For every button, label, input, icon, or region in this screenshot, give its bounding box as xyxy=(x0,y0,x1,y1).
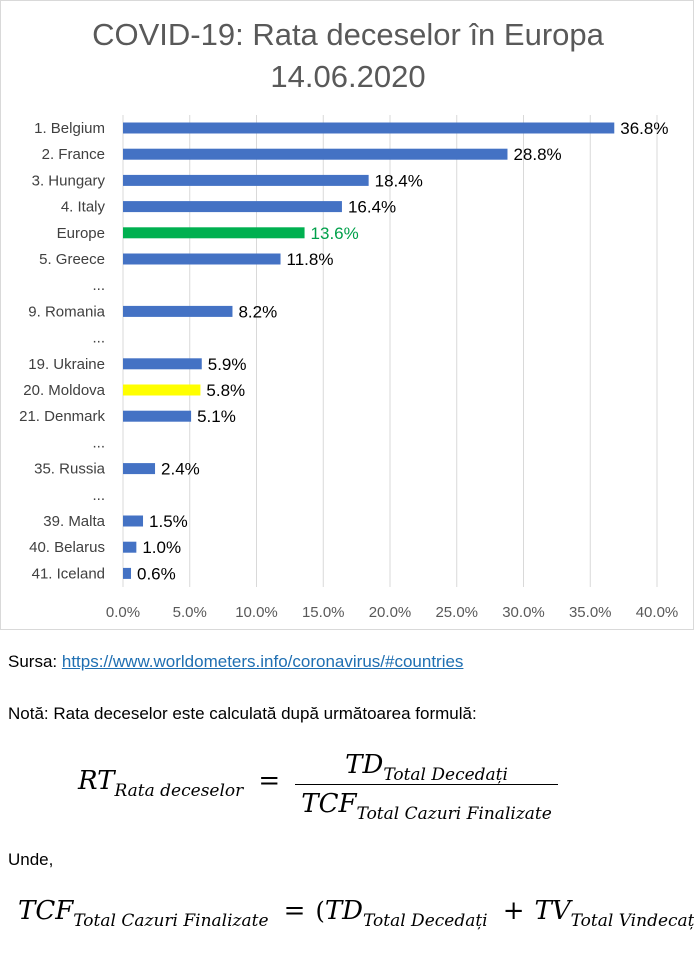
source-line: Sursa: https://www.worldometers.info/cor… xyxy=(8,652,463,672)
formula-rt-sub: Rata deceselor xyxy=(114,781,244,801)
formula-denominator: TCFTotal Cazuri Finalizate xyxy=(295,785,558,824)
bar xyxy=(123,122,615,134)
formula2-tv: TV xyxy=(534,896,571,926)
x-tick-label: 40.0% xyxy=(636,604,679,621)
formula2-plus: + xyxy=(502,896,525,926)
formula-tcf-sub: Total Cazuri Finalizate xyxy=(356,804,552,824)
bar xyxy=(123,253,281,265)
x-tick-label: 25.0% xyxy=(435,604,478,621)
formula2-tcf-sub: Total Cazuri Finalizate xyxy=(73,911,269,931)
category-label: ... xyxy=(92,330,105,347)
formula-fraction: TDTotal Decedați TCFTotal Cazuri Finaliz… xyxy=(295,750,558,824)
bar xyxy=(123,567,132,579)
bar xyxy=(123,384,201,396)
x-tick-label: 30.0% xyxy=(502,604,545,621)
data-label: 11.8% xyxy=(287,250,334,269)
formula2-tv-sub: Total Vindecați xyxy=(570,911,694,931)
formula2-td-sub: Total Decedați xyxy=(363,911,488,931)
data-label: 5.1% xyxy=(197,407,236,426)
category-label: 39. Malta xyxy=(43,513,105,530)
data-label: 5.8% xyxy=(206,381,245,400)
data-label: 13.6% xyxy=(311,224,359,243)
formula-death-rate: RTRata deceselor = TDTotal Decedați TCFT… xyxy=(78,750,558,824)
formula-td: TD xyxy=(345,750,384,780)
data-label: 28.8% xyxy=(513,145,561,164)
chart-title: COVID-19: Rata deceselor în Europa xyxy=(92,17,604,52)
x-tick-label: 5.0% xyxy=(173,604,207,621)
bar xyxy=(123,305,233,317)
source-label: Sursa: xyxy=(8,652,58,671)
data-label: 2.4% xyxy=(161,460,200,479)
category-label: 1. Belgium xyxy=(34,120,105,137)
category-label: 40. Belarus xyxy=(29,539,105,556)
data-label: 18.4% xyxy=(375,171,423,190)
source-link[interactable]: https://www.worldometers.info/coronaviru… xyxy=(61,652,464,671)
bar xyxy=(123,174,369,186)
data-label: 36.8% xyxy=(620,119,668,138)
bar xyxy=(123,463,156,475)
chart-panel: COVID-19: Rata deceselor în Europa 14.06… xyxy=(0,0,694,630)
category-label: ... xyxy=(92,277,105,294)
bar xyxy=(123,358,202,370)
data-label: 1.0% xyxy=(142,538,181,557)
x-tick-label: 0.0% xyxy=(106,604,140,621)
formula-rt: RT xyxy=(78,766,115,796)
formula-tcf: TCF xyxy=(301,789,357,819)
bar xyxy=(123,201,342,213)
formula-equals: = xyxy=(258,766,281,796)
x-tick-label: 15.0% xyxy=(302,604,345,621)
unde-text: Unde, xyxy=(8,850,54,869)
category-label: ... xyxy=(92,434,105,451)
data-label: 0.6% xyxy=(137,564,176,583)
formula2-td: TD xyxy=(324,896,363,926)
x-tick-label: 20.0% xyxy=(369,604,412,621)
bar xyxy=(123,541,137,553)
bar xyxy=(123,410,192,422)
data-label: 5.9% xyxy=(208,355,247,374)
category-label: 2. France xyxy=(42,146,105,163)
category-label: 9. Romania xyxy=(28,303,105,320)
formula-td-sub: Total Decedați xyxy=(383,765,508,785)
formula2-tcf: TCF xyxy=(18,896,74,926)
x-tick-label: 35.0% xyxy=(569,604,612,621)
category-label: 3. Hungary xyxy=(32,172,106,189)
bar xyxy=(123,515,144,527)
category-label: ... xyxy=(92,487,105,504)
data-label: 16.4% xyxy=(348,198,396,217)
category-label: 20. Moldova xyxy=(23,382,105,399)
data-label: 8.2% xyxy=(238,302,277,321)
bar xyxy=(123,227,305,239)
category-label: 35. Russia xyxy=(34,461,106,478)
data-label: 1.5% xyxy=(149,512,188,531)
category-label: 21. Denmark xyxy=(19,408,105,425)
formula2-equals: = xyxy=(283,896,306,926)
note-text: Notă: Rata deceselor este calculată după… xyxy=(8,704,477,723)
category-label: 4. Italy xyxy=(61,199,106,216)
bar xyxy=(123,148,508,160)
category-label: 19. Ukraine xyxy=(28,356,105,373)
category-label: Europe xyxy=(57,225,105,242)
category-label: 5. Greece xyxy=(39,251,105,268)
category-label: 41. Iceland xyxy=(32,565,105,582)
formula-numerator: TDTotal Decedați xyxy=(295,750,558,785)
formula-tcf-definition: TCFTotal Cazuri Finalizate = (TDTotal Dec… xyxy=(18,896,694,931)
chart-subtitle-date: 14.06.2020 xyxy=(270,59,426,94)
x-tick-label: 10.0% xyxy=(235,604,278,621)
bar-chart: 0.0% 5.0% 10.0% 15.0% 20.0% 25.0% 30.0% 35.0% 40… xyxy=(19,115,679,621)
formula2-open-paren: ( xyxy=(315,897,325,925)
